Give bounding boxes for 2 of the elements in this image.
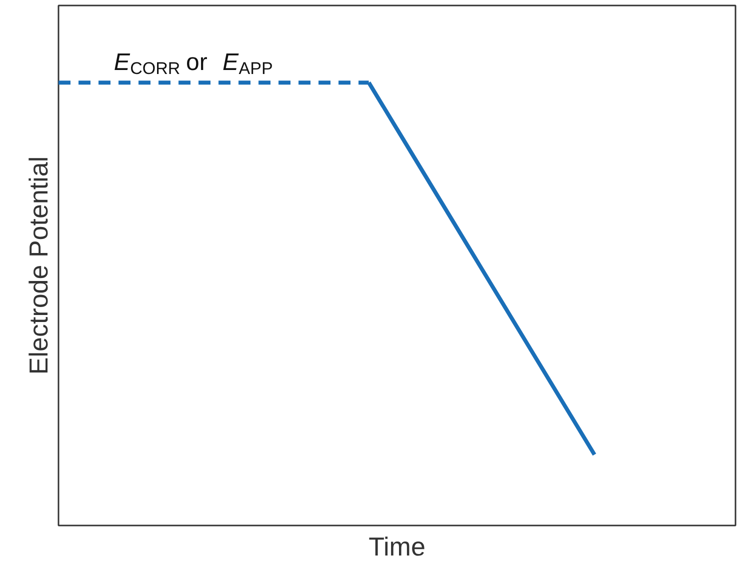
- x-axis-title: Time: [368, 532, 426, 562]
- y-axis-title: Electrode Potential: [24, 156, 54, 375]
